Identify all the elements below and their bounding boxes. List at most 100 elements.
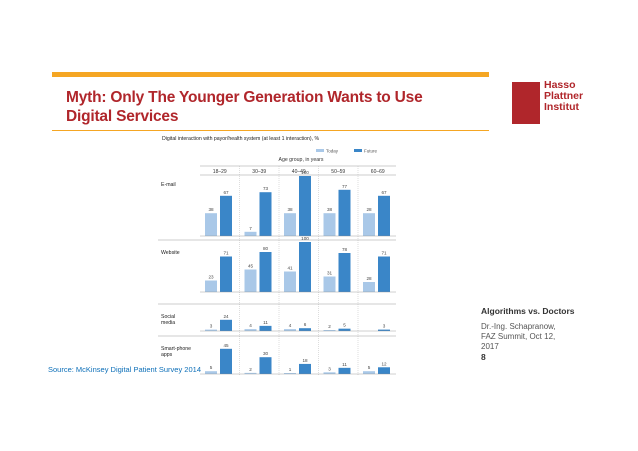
logo-emblem-icon <box>512 82 540 124</box>
accent-bar <box>52 72 489 77</box>
title-divider <box>52 130 489 131</box>
data-label-today: 38 <box>287 207 293 212</box>
bar-today <box>323 276 336 292</box>
bar-future <box>338 328 351 331</box>
bar-today <box>363 213 375 236</box>
slide-footer-info: Algorithms vs. Doctors Dr.-Ing. Schapran… <box>481 306 631 362</box>
page-number: 8 <box>481 352 486 362</box>
bar-future <box>378 367 390 374</box>
data-label-future: 67 <box>223 190 229 195</box>
data-label-today: 3 <box>328 366 331 371</box>
category-label: 50–59 <box>331 169 345 175</box>
logo-line-2: Plattner <box>544 90 584 102</box>
category-label: 30–39 <box>252 169 266 175</box>
data-label-future: 6 <box>304 322 307 327</box>
bar-today <box>323 330 336 331</box>
bar-chart: Digital interaction with payor/health sy… <box>158 132 398 375</box>
bar-future <box>338 367 351 374</box>
data-label-future: 18 <box>302 358 308 363</box>
bar-future <box>220 195 232 236</box>
source-note: Source: McKinsey Digital Patient Survey … <box>48 365 201 374</box>
data-label-future: 67 <box>381 190 387 195</box>
data-label-today: 5 <box>210 365 213 370</box>
bar-today <box>205 371 217 374</box>
side-text: Dr.-Ing. Schapranow, FAZ Summit, Oct 12,… <box>481 322 631 352</box>
data-label-today: 28 <box>366 276 372 281</box>
side-heading: Algorithms vs. Doctors <box>481 306 575 316</box>
bar-future <box>259 357 272 374</box>
bar-future <box>338 189 351 236</box>
data-label-today: 28 <box>366 207 372 212</box>
data-label-today: 38 <box>208 207 214 212</box>
legend-swatch-today <box>316 149 324 152</box>
category-label: 18–29 <box>213 169 227 175</box>
slide-title: Myth: Only The Younger Generation Wants … <box>66 89 423 125</box>
bar-future <box>259 192 272 236</box>
bar-today <box>244 269 257 292</box>
data-label-today: 2 <box>249 367 252 372</box>
data-label-today: 38 <box>327 207 333 212</box>
bar-today <box>323 213 336 236</box>
row-label: Social media <box>161 314 175 326</box>
bar-future <box>378 256 390 292</box>
bar-today <box>205 213 217 236</box>
side-line-1: Dr.-Ing. Schapranow, <box>481 322 556 331</box>
logo-line-3: Institut <box>544 101 579 113</box>
data-label-today: 5 <box>368 365 371 370</box>
bar-today <box>244 329 257 331</box>
bar-today <box>363 371 375 374</box>
data-label-future: 12 <box>381 361 387 366</box>
data-label-future: 100 <box>301 236 309 241</box>
data-label-today: 23 <box>208 275 214 280</box>
bar-future <box>299 176 311 236</box>
data-label-today: 4 <box>289 323 292 328</box>
bar-today <box>363 282 375 292</box>
row-label: Website <box>161 250 180 256</box>
bar-future <box>299 328 311 331</box>
data-label-future: 80 <box>263 246 269 251</box>
chart-svg: Digital interaction with payor/health sy… <box>158 136 398 375</box>
bar-future <box>220 319 232 331</box>
bar-today <box>323 372 336 374</box>
data-label-future: 77 <box>342 184 348 189</box>
bar-today <box>205 280 217 292</box>
data-label-today: 4 <box>249 323 252 328</box>
bar-today <box>284 329 296 331</box>
legend-label-future: Future <box>364 149 378 154</box>
data-label-future: 11 <box>263 320 268 325</box>
bar-today <box>284 373 296 374</box>
logo-line-1: Hasso <box>544 79 576 91</box>
bar-future <box>220 348 232 374</box>
data-label-today: 3 <box>210 324 213 329</box>
data-label-today: 1 <box>289 367 292 372</box>
logo-text: Hasso Plattner Institut <box>544 80 583 113</box>
row-label: E-mail <box>161 182 176 188</box>
bar-future <box>259 325 272 331</box>
bar-future <box>299 363 311 374</box>
data-label-today: 2 <box>328 324 331 329</box>
bar-today <box>244 231 257 236</box>
data-label-future: 71 <box>381 251 387 256</box>
bar-future <box>338 253 351 292</box>
category-label: 40–49 <box>292 169 306 175</box>
legend-label-today: Today <box>326 149 339 154</box>
bar-today <box>284 271 296 292</box>
age-group-label: Age group, in years <box>279 157 324 163</box>
data-label-today: 7 <box>249 226 252 231</box>
data-label-future: 45 <box>223 343 229 348</box>
bar-today <box>284 213 296 236</box>
data-label-today: 41 <box>287 266 293 271</box>
data-label-future: 71 <box>223 251 229 256</box>
side-line-3: 2017 <box>481 342 499 351</box>
row-label: Smart-phone apps <box>161 346 191 358</box>
legend-swatch-future <box>354 149 362 152</box>
bar-future <box>378 329 390 331</box>
bar-future <box>299 242 311 292</box>
bar-today <box>244 372 257 374</box>
bar-future <box>259 252 272 292</box>
data-label-future: 73 <box>263 186 269 191</box>
bar-future <box>378 195 390 236</box>
data-label-today: 31 <box>327 271 333 276</box>
data-label-future: 100 <box>301 170 309 175</box>
side-line-2: FAZ Summit, Oct 12, <box>481 332 556 341</box>
